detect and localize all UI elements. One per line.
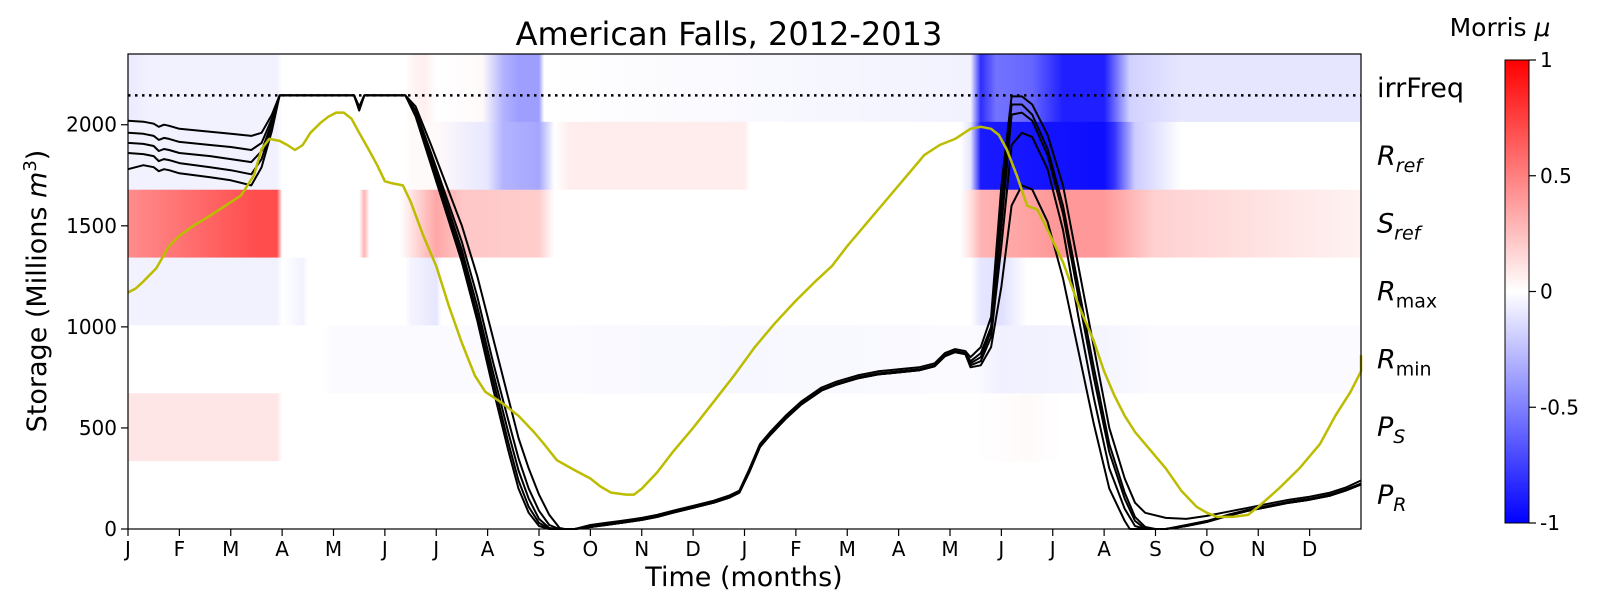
colorbar-ticks: 1 0.5 0 -0.5 -1: [1529, 48, 1579, 535]
sensitivity-band: [128, 121, 1361, 191]
colorbar-tick-label: 1: [1540, 48, 1553, 72]
ensemble-series: [127, 94, 1362, 530]
band-label-base: S: [1377, 209, 1394, 240]
observed-series: [127, 111, 1363, 519]
band-label-base: R: [1377, 141, 1396, 172]
x-tick-label: D: [1302, 537, 1317, 561]
band-label-subscript: min: [1396, 358, 1432, 380]
colorbar-label: Morris μ: [1450, 13, 1551, 42]
y-tick-label: 1000: [66, 315, 117, 339]
band-label-base: irrFreq: [1377, 73, 1464, 104]
band-label: PR: [1377, 480, 1407, 516]
x-tick-label: O: [1199, 537, 1215, 561]
x-tick-label: N: [1251, 537, 1266, 561]
colorbar-label-main: Morris: [1450, 13, 1535, 42]
band-label-base: R: [1377, 277, 1396, 308]
observed-storage-line: [127, 111, 1363, 519]
x-tick-label: O: [583, 537, 599, 561]
sensitivity-band: [128, 257, 1361, 326]
x-tick-label: M: [325, 537, 342, 561]
colorbar-gradient: [1504, 59, 1530, 524]
band-label-subscript: max: [1396, 291, 1437, 313]
sensitivity-bands: [128, 54, 1361, 530]
x-tick-label: J: [1048, 537, 1056, 561]
colorbar-tick-label: -0.5: [1540, 395, 1579, 419]
y-tick-label: 2000: [66, 113, 117, 137]
y-axis-label-main: Storage (Millions: [22, 198, 53, 432]
x-tick-label: M: [839, 537, 856, 561]
y-axis-label-unit: m: [22, 172, 53, 198]
sensitivity-band: [128, 461, 1361, 530]
x-tick-label: M: [222, 537, 239, 561]
colorbar: Morris μ 1 0.5 0 -0.5 -1: [1450, 13, 1579, 535]
y-axis: 0 500 1000 1500 2000: [66, 113, 128, 541]
y-tick-label: 0: [104, 517, 117, 541]
x-tick-label: J: [380, 537, 388, 561]
band-label-base: P: [1377, 480, 1394, 511]
sensitivity-band: [128, 393, 1361, 462]
x-tick-label: J: [431, 537, 439, 561]
x-tick-label: S: [533, 537, 546, 561]
x-tick-label: A: [892, 537, 906, 561]
x-tick-label: J: [740, 537, 748, 561]
colorbar-label-symbol: μ: [1534, 13, 1551, 42]
band-label: irrFreq: [1377, 73, 1464, 104]
colorbar-tick-label: 0: [1540, 280, 1553, 304]
band-label: Rmax: [1377, 277, 1437, 313]
band-label-subscript: ref: [1396, 155, 1426, 177]
x-tick-label: N: [634, 537, 649, 561]
y-axis-label: Storage (Millions m3): [20, 150, 53, 433]
sensitivity-band: [128, 189, 1361, 259]
ensemble-storage-line: [127, 94, 1362, 530]
x-tick-label: A: [1097, 537, 1111, 561]
band-label: Rmin: [1377, 344, 1432, 380]
band-label-base: R: [1377, 344, 1396, 375]
band-label-subscript: S: [1393, 426, 1405, 448]
x-tick-label: A: [275, 537, 289, 561]
x-tick-label: J: [123, 537, 131, 561]
x-tick-label: M: [941, 537, 958, 561]
y-tick-label: 500: [79, 416, 117, 440]
band-label-subscript: ref: [1394, 223, 1424, 245]
band-label: Sref: [1377, 209, 1424, 245]
y-tick-label: 1500: [66, 214, 117, 238]
x-tick-label: F: [790, 537, 802, 561]
band-label-subscript: R: [1393, 494, 1406, 516]
y-axis-label-exponent: 3: [20, 160, 41, 171]
x-axis-label: Time (months): [644, 562, 842, 593]
colorbar-tick-label: 0.5: [1540, 164, 1572, 188]
x-tick-label: S: [1149, 537, 1162, 561]
x-tick-label: J: [996, 537, 1004, 561]
band-label: Rref: [1377, 141, 1425, 177]
x-tick-label: F: [174, 537, 186, 561]
x-tick-label: D: [685, 537, 700, 561]
chart-title: American Falls, 2012-2013: [516, 15, 943, 53]
colorbar-tick-label: -1: [1540, 511, 1560, 535]
sensitivity-band: [128, 54, 1361, 123]
band-label: PS: [1377, 412, 1405, 448]
x-tick-label: A: [481, 537, 495, 561]
band-label-base: P: [1377, 412, 1394, 443]
y-axis-label-close: ): [22, 150, 53, 161]
